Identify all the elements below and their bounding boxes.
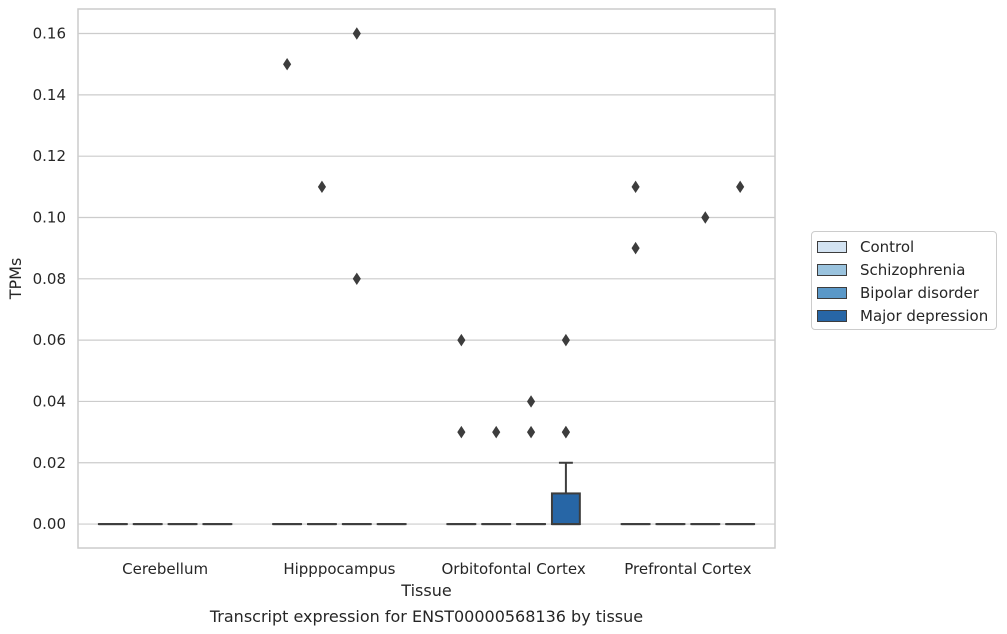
box-body-major-depression-orbitofontal-cortex	[550, 492, 581, 526]
outlier-point	[701, 211, 710, 224]
legend-label-control: Control	[860, 237, 915, 256]
chart-title: Transcript expression for ENST0000056813…	[209, 607, 643, 626]
boxes	[97, 461, 756, 526]
legend-swatch-major-depression	[817, 309, 847, 322]
outlier-point	[352, 27, 361, 40]
box-major-depression-orbitofontal-cortex	[550, 461, 581, 526]
x-tick-labels: Cerebellum Hipppocampus Orbitofontal Corte…	[122, 560, 751, 578]
outlier-point	[283, 57, 292, 71]
legend-label-schizophrenia: Schizophrenia	[860, 260, 966, 279]
legend-swatch-control	[817, 240, 847, 253]
legend-label-major-depression: Major depression	[860, 306, 989, 325]
plot-frame	[77, 8, 776, 549]
legend-item-bipolar-disorder: Bipolar disorder	[812, 281, 996, 304]
y-tick-label: 0.10	[33, 208, 66, 226]
legend-swatch-bipolar-disorder	[817, 286, 847, 299]
y-tick-label: 0.02	[33, 454, 66, 472]
outliers	[283, 27, 745, 439]
outlier-point	[561, 333, 570, 347]
legend-item-major-depression: Major depression	[812, 304, 996, 327]
y-axis-label: TPMs	[6, 258, 25, 301]
y-tick-label: 0.08	[33, 270, 66, 288]
outlier-point	[492, 425, 501, 439]
outlier-point	[457, 425, 466, 439]
y-tick-label: 0.14	[33, 86, 66, 104]
outlier-point	[631, 180, 640, 194]
legend-swatch-schizophrenia	[817, 263, 847, 276]
outlier-point	[317, 180, 327, 194]
legend: Control Schizophrenia Bipolar disorder M…	[811, 231, 997, 330]
y-tick-label: 0.04	[33, 392, 66, 410]
x-axis-label: Tissue	[400, 581, 451, 600]
y-tick-label: 0.16	[33, 25, 66, 43]
outlier-point	[736, 180, 745, 194]
y-tick-label: 0.06	[33, 331, 66, 349]
outlier-point	[561, 425, 570, 439]
x-tick-label-orbitofontal-cortex: Orbitofontal Cortex	[442, 560, 586, 578]
x-tick-label-prefrontal-cortex: Prefrontal Cortex	[624, 560, 751, 578]
outlier-point	[526, 395, 536, 408]
x-tick-label-cerebellum: Cerebellum	[122, 560, 208, 578]
y-tick-label: 0.00	[33, 515, 66, 533]
legend-label-bipolar-disorder: Bipolar disorder	[860, 283, 979, 302]
y-tick-label: 0.12	[33, 147, 66, 165]
outlier-point	[631, 241, 640, 255]
outlier-point	[526, 425, 536, 439]
outlier-point	[352, 272, 361, 286]
outlier-point	[457, 333, 466, 347]
x-tick-label-hipppocampus: Hipppocampus	[283, 560, 395, 578]
legend-item-schizophrenia: Schizophrenia	[812, 258, 996, 281]
legend-item-control: Control	[812, 235, 996, 258]
y-tick-labels: 0.00 0.02 0.04 0.06 0.08 0.10 0.12 0.14 0.16	[33, 25, 66, 534]
